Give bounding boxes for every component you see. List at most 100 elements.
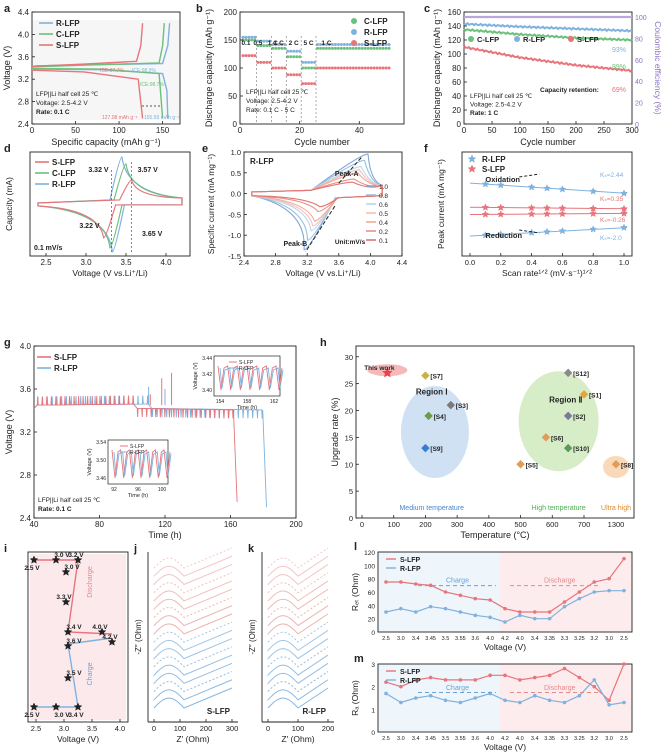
data-point: [547, 616, 552, 621]
x-tick-label: 300: [451, 520, 464, 529]
nyquist-curve: [153, 646, 233, 668]
data-point: [259, 60, 263, 64]
state-marker: [63, 673, 73, 682]
data-point: [562, 604, 567, 609]
inset-tick-label: 154: [216, 399, 225, 405]
inset-tick-label: 3.50: [96, 458, 106, 464]
point-label: [S2]: [573, 414, 585, 421]
trend-arrow: [519, 229, 540, 234]
data-point: [330, 66, 334, 70]
state-marker: [73, 555, 83, 564]
x-tick-label: 4.0: [516, 636, 524, 642]
y-tick-label: 20: [368, 617, 376, 624]
x-tick-label: 3.0: [59, 724, 69, 733]
discharge-region: [30, 554, 126, 720]
data-point: [558, 226, 567, 235]
x-tick-label: 3.3: [561, 636, 569, 642]
data-point: [399, 700, 403, 705]
data-point: [399, 684, 403, 689]
plot-frame: [31, 11, 181, 125]
y-tick-label: 4.0: [18, 30, 30, 39]
data-point: [562, 600, 567, 604]
data-point: [336, 46, 340, 50]
inset-tick-label: 3.46: [96, 476, 106, 482]
data-point: [319, 66, 323, 70]
data-point: [363, 42, 367, 46]
legend-label: C-LFP: [56, 30, 80, 39]
panel-letter: e: [202, 143, 208, 155]
data-point: [607, 576, 611, 581]
rate-label: 1 C: [274, 40, 284, 47]
data-point: [250, 54, 254, 58]
data-point: [280, 46, 284, 50]
data-point: [256, 60, 260, 64]
x-tick-label: 3.0: [605, 636, 613, 642]
data-point: [527, 203, 536, 212]
data-point: [256, 44, 260, 48]
data-point: [268, 39, 272, 43]
data-point: [543, 184, 551, 192]
data-point: [518, 613, 522, 618]
data-point: [622, 700, 626, 705]
data-point: [301, 82, 305, 86]
data-point: [268, 44, 272, 48]
y-tick-label: 1: [371, 707, 375, 714]
data-point: [253, 38, 257, 42]
x-tick-label: 2.5: [620, 736, 628, 742]
inset-tick-label: 92: [111, 487, 117, 493]
x-tick-label: 200: [419, 520, 432, 529]
data-point: [488, 615, 492, 620]
y-tick-label: 5: [349, 487, 353, 496]
data-point: [357, 42, 361, 46]
y-tick-label: 50: [228, 92, 237, 101]
slope-label: Kₛ=-0.26: [600, 217, 626, 224]
data-point: [496, 210, 505, 218]
state-label: 4.0 V: [92, 624, 108, 631]
data-point: [428, 583, 433, 588]
legend-label: 0.8: [379, 193, 388, 200]
x-tick-label: 4.0: [365, 258, 375, 267]
y-axis-label: Rₐ (Ohm): [350, 680, 360, 716]
data-point: [298, 55, 302, 59]
discharge-curve: [31, 67, 164, 119]
legend-label: R-LFP: [482, 155, 506, 164]
data-point: [372, 66, 376, 70]
data-point: [313, 60, 317, 64]
region-label: Region Ⅰ: [416, 387, 448, 396]
data-point: [339, 42, 343, 46]
x-tick-label: 3.35: [544, 636, 555, 642]
x-tick-label: 600: [546, 520, 559, 529]
point-label: [S5]: [526, 462, 538, 469]
x-tick-label: 3.6: [471, 736, 479, 742]
inset-tick-label: 100: [158, 487, 167, 493]
data-point: [324, 66, 328, 70]
region-ii-ellipse: [518, 371, 599, 472]
data-point: [310, 66, 314, 70]
x-tick-label: 2.4: [239, 258, 249, 267]
inset-tick-label: 3.54: [96, 440, 106, 446]
sample-label: S-LFP: [207, 707, 231, 716]
plot-frame: [355, 345, 635, 519]
data-point: [339, 66, 343, 70]
inset-tick-label: 162: [270, 399, 279, 405]
nyquist-curve: [267, 555, 329, 577]
nyquist-curve: [267, 572, 329, 594]
panel-letter: d: [4, 143, 11, 155]
data-point: [622, 556, 626, 561]
data-point: [532, 610, 537, 614]
nyquist-curve: [267, 613, 329, 636]
data-point: [563, 368, 573, 378]
sample-label: R-LFP: [302, 707, 326, 716]
data-point: [247, 35, 251, 39]
data-point: [387, 46, 391, 50]
x-tick-label: 120: [158, 520, 172, 529]
data-point: [348, 66, 352, 70]
peak-label: 3.32 V: [88, 167, 109, 174]
data-point: [527, 183, 536, 191]
data-point: [458, 610, 463, 614]
data-point: [301, 60, 305, 64]
data-point: [443, 678, 448, 682]
x-axis-label: Cycle number: [520, 137, 576, 147]
panel-letter: k: [248, 543, 255, 555]
y-tick-label: 60: [368, 590, 376, 597]
